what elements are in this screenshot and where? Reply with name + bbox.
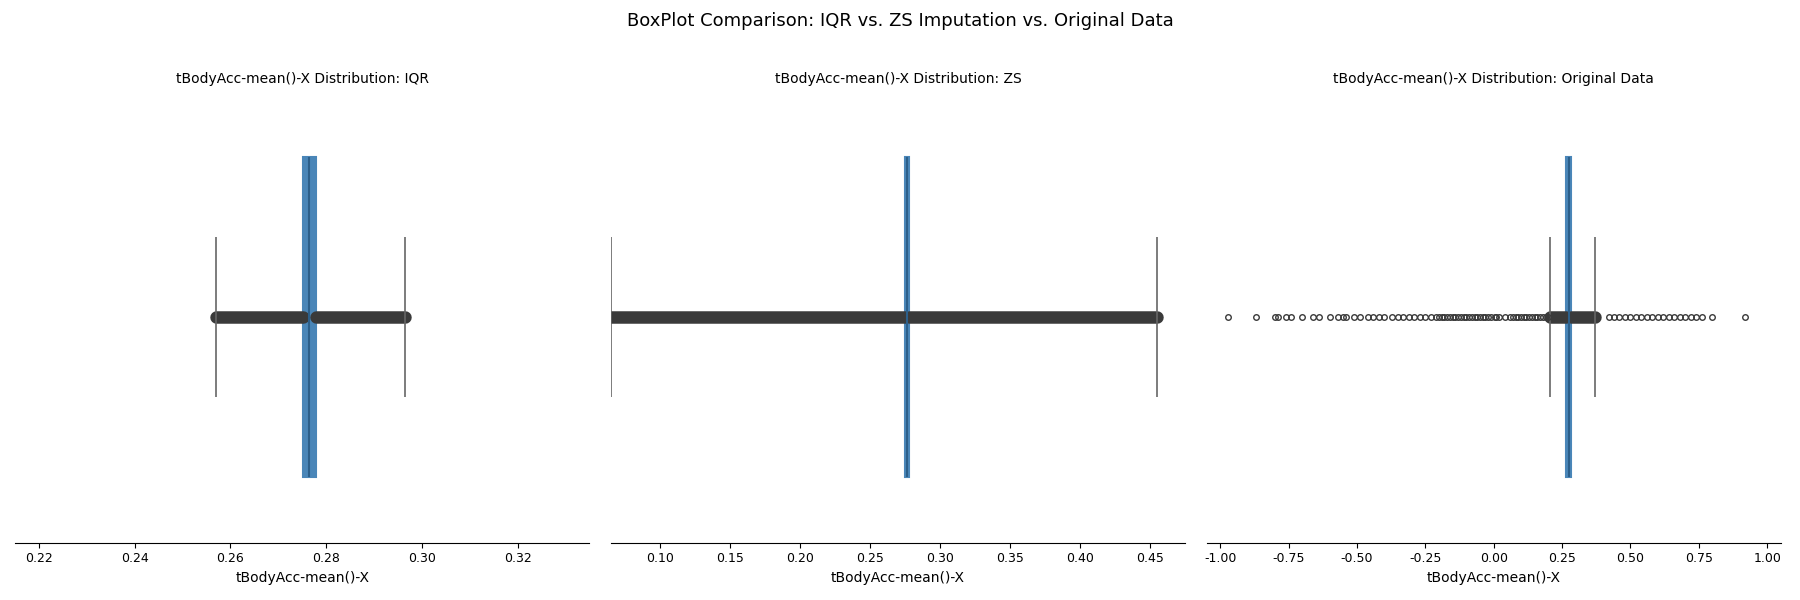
X-axis label: tBodyAcc-mean()-X: tBodyAcc-mean()-X (1427, 571, 1561, 585)
PathPatch shape (905, 157, 909, 477)
Title: tBodyAcc-mean()-X Distribution: ZS: tBodyAcc-mean()-X Distribution: ZS (774, 72, 1021, 86)
X-axis label: tBodyAcc-mean()-X: tBodyAcc-mean()-X (832, 571, 965, 585)
PathPatch shape (1566, 157, 1571, 477)
Title: tBodyAcc-mean()-X Distribution: IQR: tBodyAcc-mean()-X Distribution: IQR (176, 72, 428, 86)
PathPatch shape (302, 157, 315, 477)
Text: BoxPlot Comparison: IQR vs. ZS Imputation vs. Original Data: BoxPlot Comparison: IQR vs. ZS Imputatio… (626, 12, 1174, 30)
X-axis label: tBodyAcc-mean()-X: tBodyAcc-mean()-X (236, 571, 369, 585)
Title: tBodyAcc-mean()-X Distribution: Original Data: tBodyAcc-mean()-X Distribution: Original… (1334, 72, 1654, 86)
